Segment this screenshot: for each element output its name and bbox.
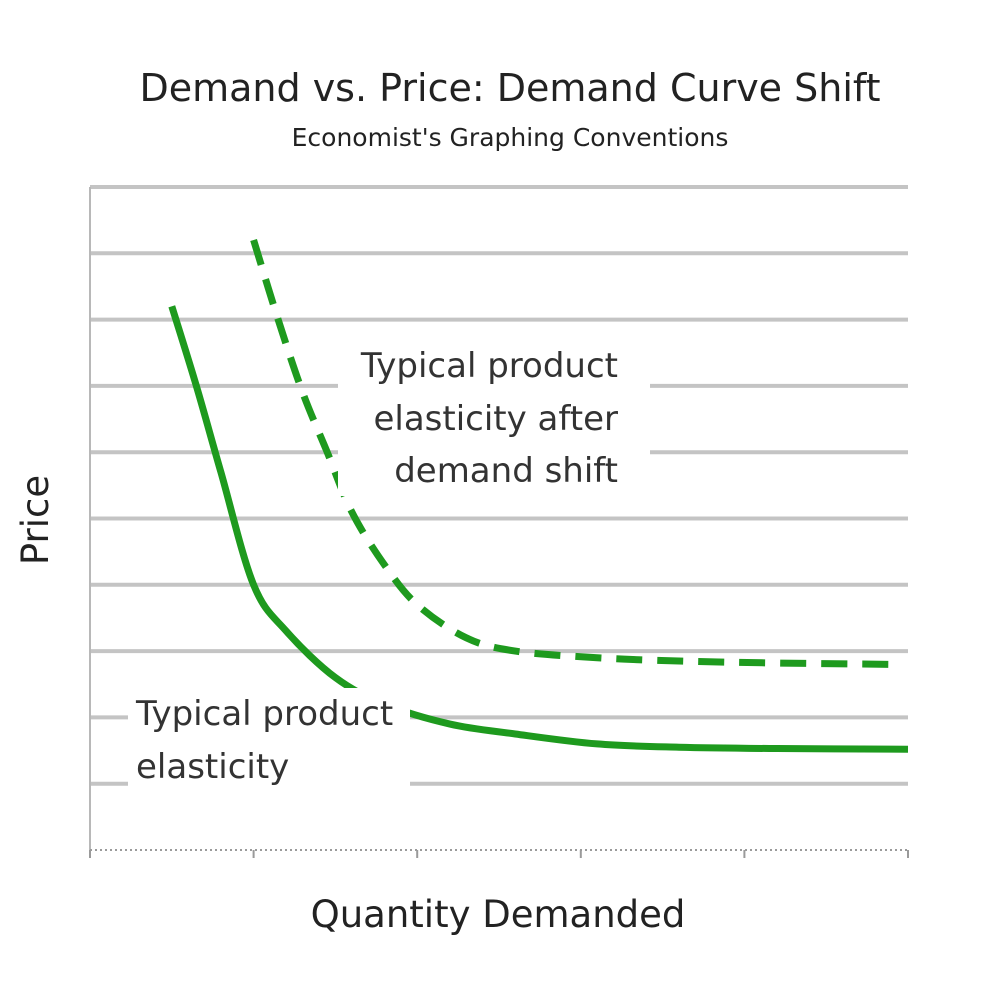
annotation-base-line-2: elasticity: [136, 747, 289, 787]
annotation-shift-background: [338, 338, 650, 496]
x-axis-label: Quantity Demanded: [311, 893, 686, 936]
annotation-shift-line-3: demand shift: [394, 451, 618, 491]
chart-title: Demand vs. Price: Demand Curve Shift: [139, 66, 880, 110]
annotation-base-line-1: Typical product: [135, 694, 393, 734]
annotation-base-background: [128, 688, 410, 800]
annotation-shift-line-1: Typical product: [360, 346, 618, 386]
demand-curve-shifted: [250, 239, 892, 668]
chart-subtitle: Economist's Graphing Conventions: [292, 123, 729, 152]
axes: [89, 187, 909, 858]
y-axis-label: Price: [14, 475, 57, 565]
annotation-shift-line-2: elasticity after: [373, 399, 618, 439]
